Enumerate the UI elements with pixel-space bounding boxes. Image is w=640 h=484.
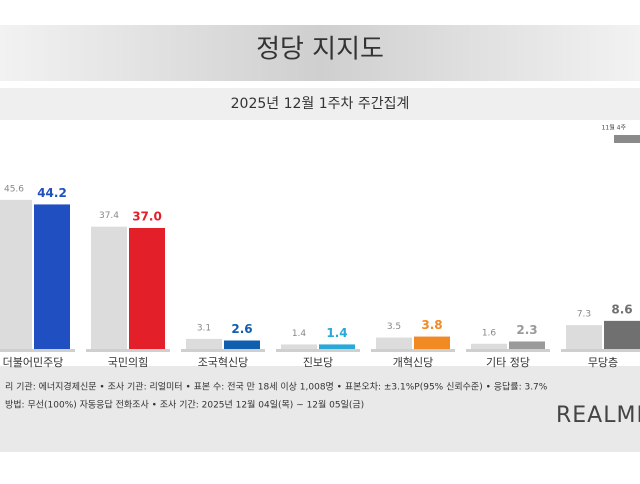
baseline: [0, 349, 75, 352]
value-label: 3.1: [197, 323, 211, 333]
footer-line: 방법: 무선(100%) 자동응답 전화조사 • 조사 기간: 2025년 12…: [5, 399, 364, 411]
bar: [509, 341, 545, 349]
x-tick-label: 진보당: [303, 356, 333, 369]
footer-band: [0, 366, 640, 452]
value-label: 37.0: [132, 209, 162, 223]
value-label: 8.6: [611, 302, 632, 316]
bar: [0, 199, 32, 349]
bar: [319, 344, 355, 349]
value-label: 44.2: [37, 186, 67, 200]
chart-subtitle: 2025년 12월 1주차 주간집계: [231, 96, 410, 112]
baseline: [561, 349, 640, 352]
baseline: [371, 349, 455, 352]
x-tick-label: 국민의힘: [108, 356, 148, 369]
subtitle-band: [0, 88, 640, 120]
x-tick-label: 더불어민주당: [3, 356, 64, 369]
bar: [91, 226, 127, 349]
value-label: 2.3: [516, 323, 537, 337]
bar: [186, 338, 222, 349]
footer-line: 리 기관: 에너지경제신문 • 조사 기관: 리얼미터 • 표본 수: 전국 만…: [5, 381, 548, 393]
value-label: 1.6: [482, 328, 497, 338]
value-label: 1.4: [292, 329, 307, 339]
value-label: 37.4: [99, 211, 119, 221]
legend-label: 11월 4주: [602, 124, 627, 132]
title-band: [0, 25, 640, 81]
bar: [376, 337, 412, 349]
x-tick-label: 기타 정당: [486, 356, 530, 369]
value-label: 2.6: [231, 322, 252, 336]
value-label: 7.3: [577, 310, 591, 320]
legend-swatch: [614, 135, 640, 143]
bar: [34, 204, 70, 349]
value-label: 45.6: [4, 184, 24, 194]
x-tick-label: 무당층: [588, 356, 618, 369]
bar: [566, 325, 602, 349]
bar: [129, 227, 165, 349]
chart-title: 정당 지지도: [256, 35, 384, 65]
baseline: [466, 349, 550, 352]
bar: [471, 343, 507, 349]
bar: [281, 344, 317, 349]
value-label: 1.4: [326, 326, 347, 340]
value-label: 3.8: [421, 318, 442, 332]
bar: [224, 340, 260, 349]
baseline: [86, 349, 170, 352]
value-label: 3.5: [387, 322, 401, 332]
baseline: [181, 349, 265, 352]
bar: [414, 336, 450, 349]
baseline: [276, 349, 360, 352]
x-tick-label: 조국혁신당: [198, 356, 249, 369]
bar: [604, 320, 640, 349]
logo: REALMET: [556, 403, 640, 428]
x-tick-label: 개혁신당: [393, 356, 433, 369]
